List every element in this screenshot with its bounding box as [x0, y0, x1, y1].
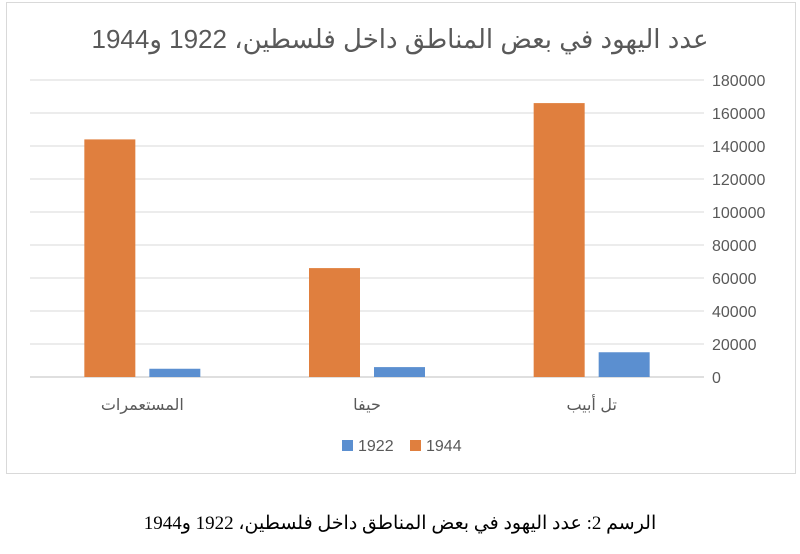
x-axis-categories: المستعمرات حيفا تل أبيب	[101, 394, 617, 415]
y-tick-label: 0	[712, 370, 721, 387]
bar-1944-2	[533, 103, 585, 377]
y-axis-ticks: 0 20000 40000 60000 80000 100000 120000 140000 1…	[712, 73, 765, 387]
y-tick-label: 60000	[712, 271, 757, 288]
y-tick-label: 40000	[712, 304, 757, 321]
figure-caption: الرسم 2: عدد اليهود في بعض المناطق داخل …	[143, 513, 657, 534]
x-category-label: تل أبيب	[566, 394, 616, 414]
chart-frame	[6, 2, 796, 474]
x-category-label: المستعمرات	[101, 397, 184, 415]
y-tick-label: 100000	[712, 205, 765, 222]
bar-1944-0	[84, 139, 136, 377]
bar-1922-0	[149, 368, 201, 377]
chart-title: عدد اليهود في بعض المناطق داخل فلسطين، 1…	[92, 24, 709, 55]
y-tick-label: 120000	[712, 172, 765, 189]
y-tick-label: 160000	[712, 106, 765, 123]
y-tick-label: 180000	[712, 73, 765, 90]
bars	[84, 103, 650, 377]
y-tick-label: 140000	[712, 139, 765, 156]
legend-swatch-1922	[342, 440, 353, 451]
bar-chart: عدد اليهود في بعض المناطق داخل فلسطين، 1…	[30, 24, 765, 455]
bar-1922-1	[374, 367, 425, 377]
legend-label-1944: 1944	[426, 438, 462, 455]
x-category-label: حيفا	[353, 397, 381, 414]
grid-lines	[30, 79, 704, 378]
legend-label-1922: 1922	[358, 438, 394, 455]
bar-1922-2	[598, 352, 650, 377]
legend: 1922 1944	[342, 438, 462, 455]
bar-1944-1	[309, 268, 360, 377]
y-tick-label: 20000	[712, 337, 757, 354]
y-tick-label: 80000	[712, 238, 757, 255]
legend-swatch-1944	[410, 440, 421, 451]
